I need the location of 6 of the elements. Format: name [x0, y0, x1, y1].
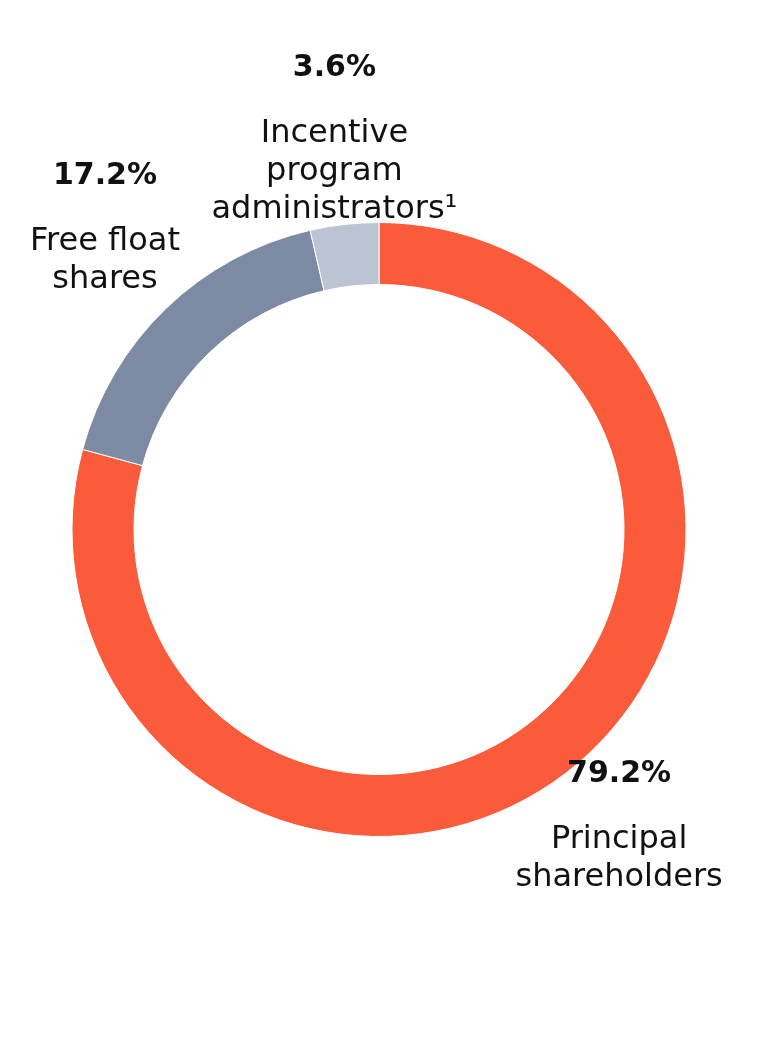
data-label: 79.2%	[567, 754, 672, 790]
slice-label: Principal shareholders	[515, 818, 723, 895]
slice-label: Incentive program administrators¹	[211, 112, 458, 227]
slice-label: Free float shares	[30, 219, 180, 296]
data-label: 17.2%	[52, 155, 158, 191]
data-label: 3.6%	[292, 48, 377, 84]
